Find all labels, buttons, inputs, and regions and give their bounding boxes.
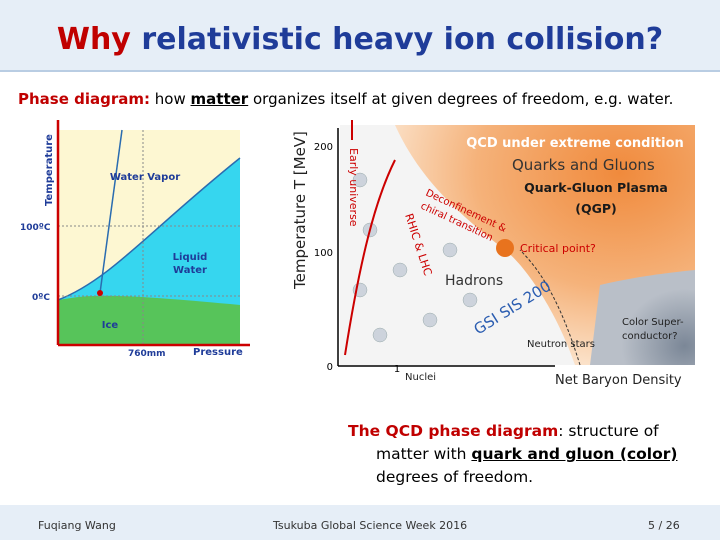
tick-label: 100ºC	[20, 223, 51, 233]
caption-text: : structure of	[558, 422, 659, 440]
caption-emphasis: quark and gluon (color)	[471, 445, 678, 463]
axis-label: Net Baryon Density	[555, 373, 682, 388]
region-label: Water Vapor	[110, 172, 180, 183]
title-lead: Why	[56, 22, 131, 57]
region-label: Color Super-	[622, 317, 684, 328]
intro-text: how	[154, 90, 186, 108]
tick-label: 760mm	[128, 349, 166, 359]
region-label: Nuclei	[405, 372, 436, 383]
region-label: Neutron stars	[527, 339, 595, 350]
tick-label: 200	[314, 142, 333, 153]
title-rest: relativistic heavy ion collision?	[141, 22, 664, 57]
region-label: Quarks and Gluons	[512, 156, 655, 174]
footer-page: 5 / 26	[648, 519, 680, 532]
caption: The QCD phase diagram: structure of matte…	[348, 420, 677, 489]
footer-event: Tsukuba Global Science Week 2016	[273, 519, 468, 532]
region-label: Ice	[102, 320, 119, 331]
footer-author: Fuqiang Wang	[38, 519, 116, 532]
tick-label: 1	[394, 364, 400, 375]
title: Why relativistic heavy ion collision?	[0, 0, 720, 72]
region-label: conductor?	[622, 331, 678, 342]
water-diagram: Temperature Water Vapor Liquid Water Ice…	[20, 120, 250, 359]
intro-emphasis: matter	[190, 90, 249, 108]
tick-label: 0	[327, 362, 333, 373]
region-label: Water	[173, 265, 207, 276]
region-label: Hadrons	[445, 273, 503, 289]
tick-label: 100	[314, 248, 333, 259]
overlay-label: (QGP)	[575, 201, 616, 216]
intro-text: organizes itself at given degrees of fre…	[252, 90, 674, 108]
overlay-label: Quark-Gluon Plasma	[524, 180, 668, 195]
region-label: Early universe	[347, 148, 360, 227]
axis-label: Temperature	[44, 134, 55, 206]
caption-term: The QCD phase diagram	[348, 422, 559, 440]
axis-label: Pressure	[193, 347, 243, 358]
region-label: Critical point?	[520, 242, 596, 255]
qcd-diagram: Temperature T [MeV] 200 100 0 1 Net Bary…	[291, 120, 695, 388]
tick-label: 0ºC	[32, 293, 50, 303]
footer: Fuqiang Wang Tsukuba Global Science Week …	[0, 505, 720, 540]
axis-label: Temperature T [MeV]	[291, 131, 309, 290]
intro: Phase diagram: how matter organizes itse…	[18, 90, 673, 108]
caption-text: matter with	[376, 445, 467, 463]
region-label: Liquid	[173, 252, 208, 263]
overlay-title: QCD under extreme condition	[466, 136, 684, 151]
intro-term: Phase diagram:	[18, 90, 151, 108]
caption-text: degrees of freedom.	[376, 468, 534, 486]
